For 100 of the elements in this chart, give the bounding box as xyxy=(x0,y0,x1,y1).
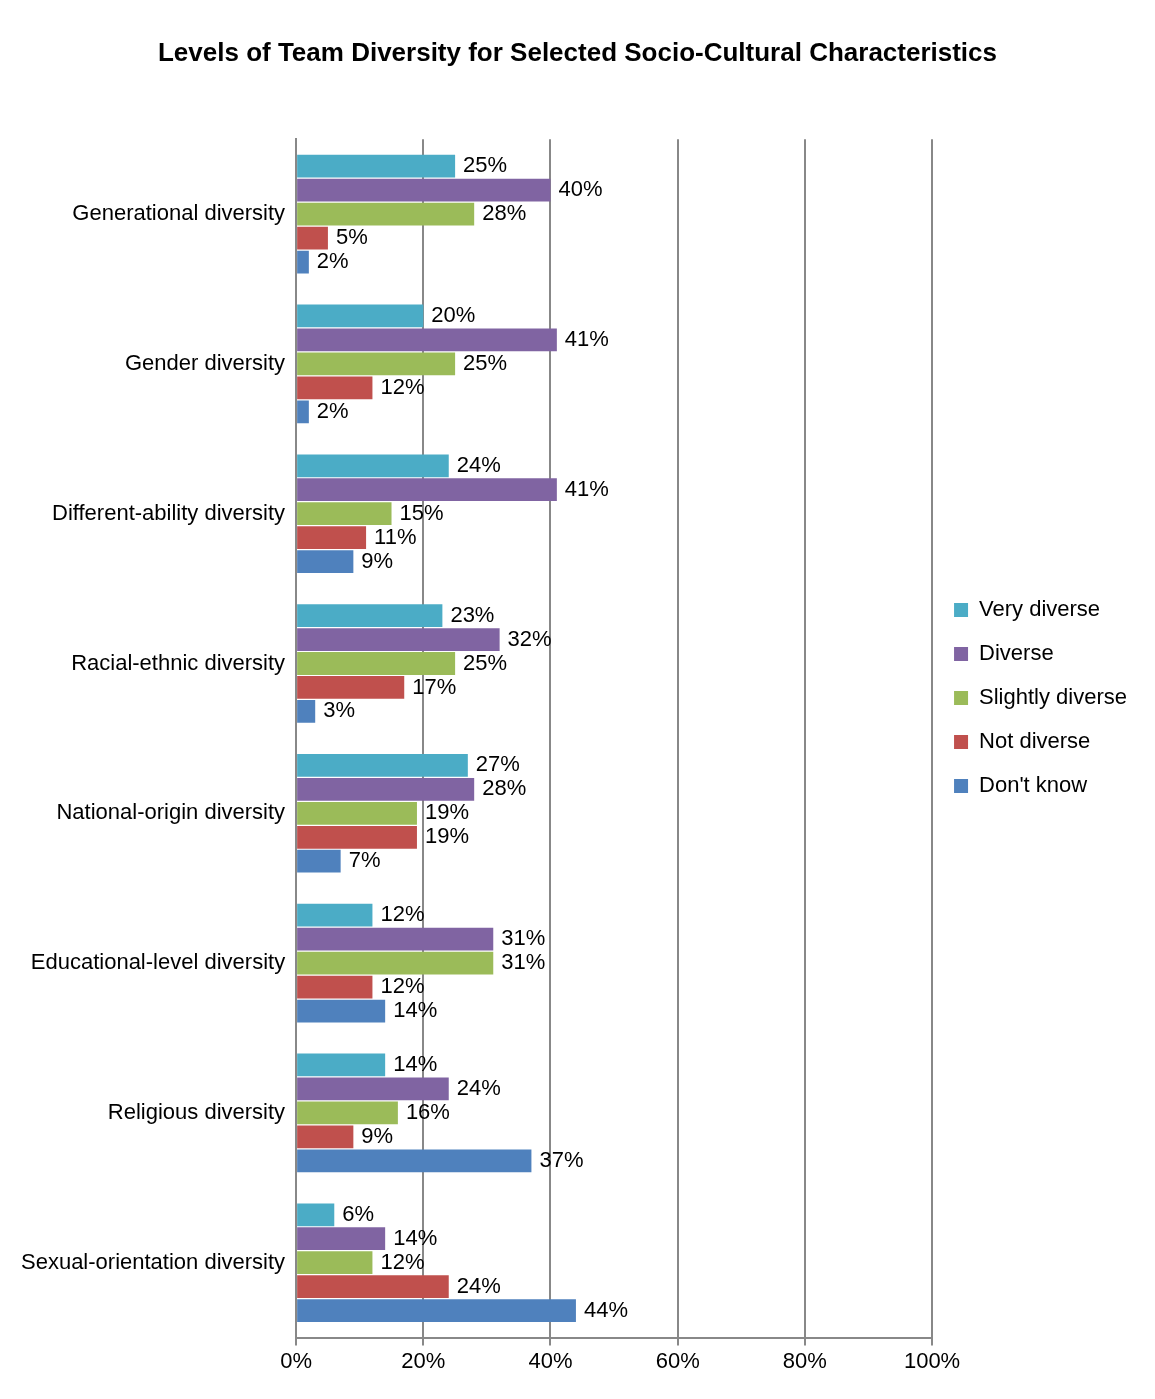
bar xyxy=(297,1275,449,1299)
y-tick-label: Generational diversity xyxy=(72,200,286,226)
y-tick-label: Racial-ethnic diversity xyxy=(71,649,286,675)
x-tick-label: 60% xyxy=(655,1347,700,1373)
legend-label: Not diverse xyxy=(979,728,1091,754)
legend-label: Very diverse xyxy=(979,596,1101,622)
data-label: 32% xyxy=(507,625,552,651)
bar xyxy=(297,304,424,328)
bar xyxy=(297,1203,335,1227)
x-tick-label: 20% xyxy=(401,1347,446,1373)
data-label: 12% xyxy=(380,373,425,399)
data-label: 7% xyxy=(348,847,381,873)
data-label: 37% xyxy=(539,1146,584,1172)
bar xyxy=(297,777,475,801)
bar xyxy=(297,700,316,723)
bar xyxy=(297,1053,386,1077)
data-label: 15% xyxy=(399,499,444,525)
data-label: 31% xyxy=(501,925,546,951)
bar xyxy=(297,825,417,849)
bar xyxy=(297,178,551,202)
bar xyxy=(297,975,373,999)
data-label: 2% xyxy=(316,397,349,423)
data-label: 25% xyxy=(463,649,508,675)
data-label: 12% xyxy=(380,1248,425,1274)
data-label: 16% xyxy=(405,1098,450,1124)
data-label: 23% xyxy=(450,601,495,627)
data-label: 25% xyxy=(463,349,508,375)
data-label: 3% xyxy=(323,697,355,723)
x-tick-label: 40% xyxy=(528,1347,573,1373)
data-label: 17% xyxy=(412,673,457,699)
bar xyxy=(297,676,405,699)
bar xyxy=(297,454,449,478)
bar xyxy=(297,753,468,777)
data-label: 12% xyxy=(380,973,425,999)
data-label: 14% xyxy=(393,1224,438,1250)
data-label: 6% xyxy=(342,1200,375,1226)
data-label: 44% xyxy=(583,1296,628,1322)
bar xyxy=(297,903,373,927)
data-label: 12% xyxy=(380,901,425,927)
x-tick-label: 0% xyxy=(280,1347,313,1373)
bar xyxy=(297,628,500,651)
data-label: 41% xyxy=(564,325,609,351)
data-label: 14% xyxy=(393,1051,438,1077)
data-label: 20% xyxy=(431,302,476,328)
data-label: 41% xyxy=(564,475,609,501)
data-label: 19% xyxy=(424,799,469,825)
bar xyxy=(297,1299,576,1323)
y-tick-label: Educational-level diversity xyxy=(30,949,286,975)
legend-label: Slightly diverse xyxy=(979,684,1127,710)
bar xyxy=(297,1251,373,1275)
bar xyxy=(297,154,456,178)
y-tick-label: National-origin diversity xyxy=(56,799,286,825)
bar xyxy=(297,376,373,400)
bar xyxy=(297,1227,386,1251)
bar xyxy=(297,652,456,675)
data-label: 31% xyxy=(501,949,546,975)
data-label: 24% xyxy=(456,1272,501,1298)
data-label: 28% xyxy=(482,775,527,801)
data-label: 24% xyxy=(456,451,501,477)
bar xyxy=(297,226,328,250)
bar xyxy=(297,927,494,951)
bar xyxy=(297,801,417,825)
data-label: 14% xyxy=(393,997,438,1023)
bar xyxy=(297,1149,532,1173)
bar xyxy=(297,1101,398,1125)
data-label: 28% xyxy=(482,200,527,226)
bar xyxy=(297,526,367,550)
data-label: 40% xyxy=(558,176,603,202)
data-label: 2% xyxy=(316,248,349,274)
data-label: 27% xyxy=(475,751,520,777)
bar xyxy=(297,478,557,502)
bar xyxy=(297,352,456,376)
bar xyxy=(297,328,557,352)
bar xyxy=(297,502,392,526)
y-tick-label: Different-ability diversity xyxy=(52,499,286,525)
bar xyxy=(297,1125,354,1149)
x-tick-label: 80% xyxy=(782,1347,827,1373)
chart-title: Levels of Team Diversity for Selected Socio-Cultural Characteristics xyxy=(157,36,998,67)
legend-label: Don't know xyxy=(979,772,1088,798)
data-label: 9% xyxy=(361,1122,394,1148)
data-label: 11% xyxy=(374,523,417,549)
bar xyxy=(297,604,443,627)
data-label: 25% xyxy=(463,152,508,178)
bar xyxy=(297,1077,449,1101)
bar xyxy=(297,202,475,226)
bar xyxy=(297,951,494,975)
bar xyxy=(297,250,309,274)
data-label: 19% xyxy=(424,823,469,849)
bar xyxy=(297,999,386,1023)
y-tick-label: Sexual-orientation diversity xyxy=(20,1248,286,1274)
data-label: 24% xyxy=(456,1074,501,1100)
bar xyxy=(297,400,309,424)
y-tick-label: Gender diversity xyxy=(124,349,286,375)
data-label: 9% xyxy=(361,547,394,573)
bar xyxy=(297,550,354,574)
data-label: 5% xyxy=(335,224,368,250)
legend-label: Diverse xyxy=(979,640,1054,666)
bar xyxy=(297,849,341,873)
x-tick-label: 100% xyxy=(903,1347,961,1373)
y-tick-label: Religious diversity xyxy=(107,1098,286,1124)
